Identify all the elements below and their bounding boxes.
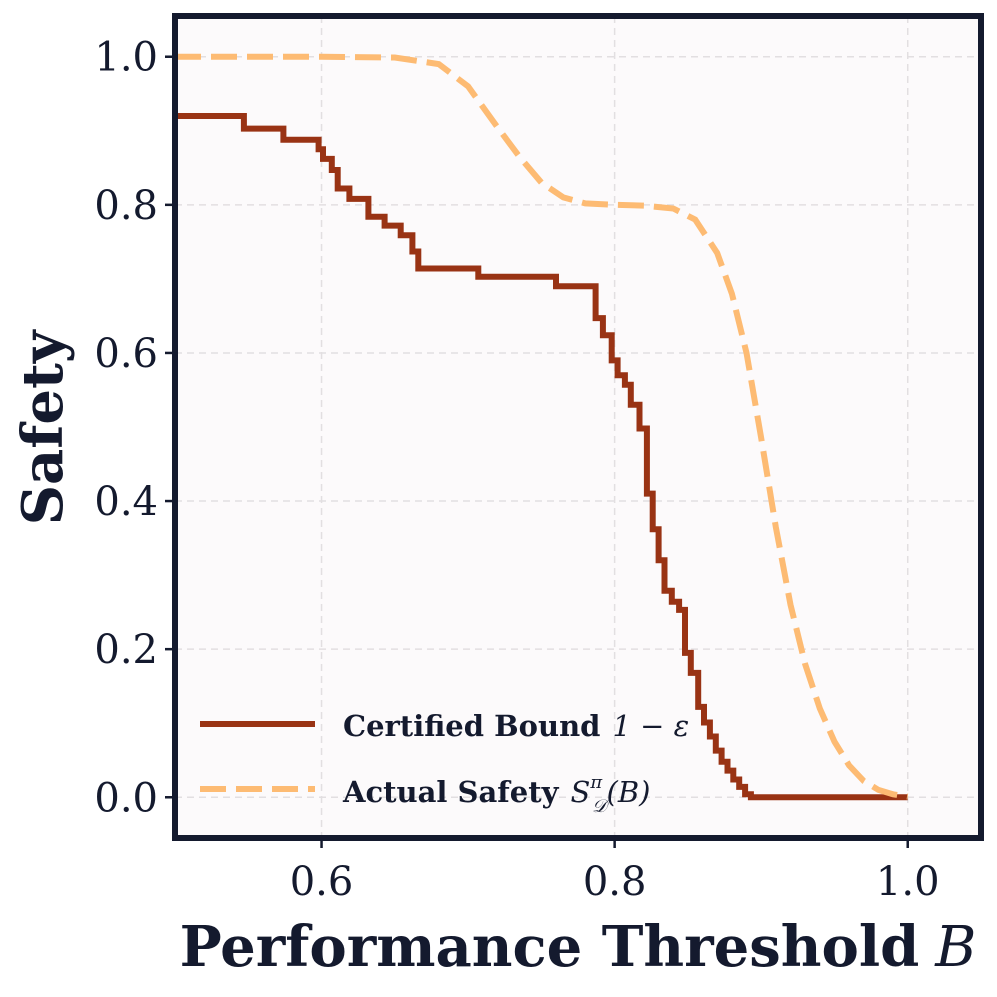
- x-axis-label: Performance Threshold B: [180, 914, 977, 980]
- legend: Certified Bound 1 − ε Actual Safety Sπ 𝒟(B): [200, 709, 689, 817]
- plot-background: [175, 16, 981, 838]
- legend-label-actual-sub: 𝒟: [592, 796, 610, 817]
- series-line-certified-bound: [175, 113, 908, 801]
- y-tick-label: 0.4: [94, 479, 158, 525]
- legend-label-actual-sup: π: [589, 772, 603, 793]
- x-axis-label-text: Performance Threshold: [180, 914, 920, 980]
- x-axis-label-var: B: [934, 915, 976, 980]
- x-tick-label: 0.8: [583, 859, 647, 905]
- y-tick-label: 0.8: [94, 183, 158, 229]
- ticks: 0.6 0.8 1.0 0.0 0.2 0.4 0.6 0.8 1.0: [94, 35, 939, 905]
- legend-label-certified-math: 1 − ε: [612, 709, 689, 743]
- y-tick-label: 0.0: [94, 775, 158, 821]
- legend-label-actual-text: Actual Safety: [342, 775, 560, 809]
- series-line-actual-safety: [175, 53, 909, 800]
- series-layer: [175, 53, 909, 801]
- legend-label-actual-arg: (B): [607, 775, 651, 809]
- y-tick-label: 0.6: [94, 331, 158, 377]
- legend-label-certified-text: Certified Bound: [343, 709, 600, 743]
- legend-label-certified: Certified Bound 1 − ε: [343, 709, 689, 743]
- plot-frame: [172, 13, 984, 841]
- legend-label-actual-math: S: [570, 775, 590, 809]
- x-tick-label: 0.6: [290, 859, 354, 905]
- x-tick-label: 1.0: [876, 859, 940, 905]
- y-axis-label: Safety: [10, 329, 76, 525]
- y-tick-label: 0.2: [94, 627, 158, 673]
- legend-label-actual: Actual Safety Sπ 𝒟(B): [342, 772, 651, 817]
- y-tick-label: 1.0: [94, 35, 158, 81]
